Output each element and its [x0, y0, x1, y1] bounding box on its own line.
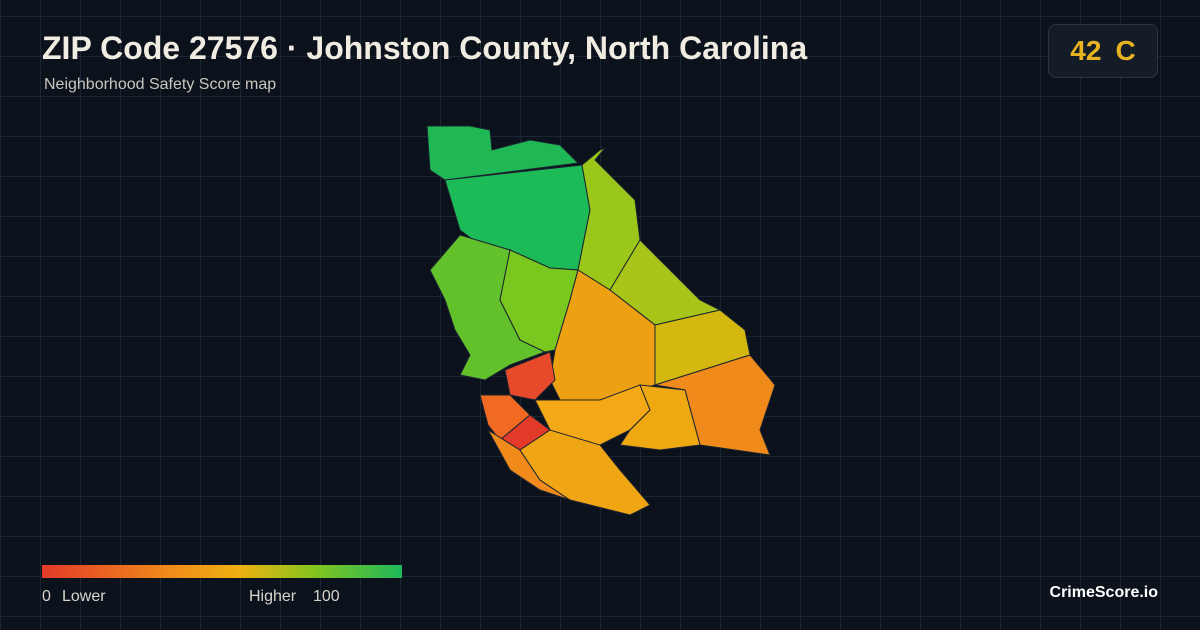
- legend-min: 0: [42, 588, 51, 605]
- region: [619, 384, 701, 451]
- brand: CrimeScore.io: [1049, 584, 1158, 601]
- legend-gradient: [42, 565, 402, 578]
- score-grade: C: [1115, 35, 1136, 66]
- region: [426, 125, 580, 181]
- legend-max-label: Higher: [249, 588, 297, 605]
- region: [654, 309, 751, 386]
- legend-max: 100: [313, 588, 340, 605]
- subtitle: Neighborhood Safety Score map: [44, 76, 277, 93]
- legend-min-label: Lower: [62, 588, 106, 605]
- score-value: 42: [1070, 35, 1102, 66]
- score-badge: 42 C: [1048, 24, 1158, 78]
- region: [577, 147, 641, 291]
- region: [519, 429, 651, 516]
- title: ZIP Code 27576 · Johnston County, North …: [42, 30, 808, 66]
- region: [504, 351, 556, 401]
